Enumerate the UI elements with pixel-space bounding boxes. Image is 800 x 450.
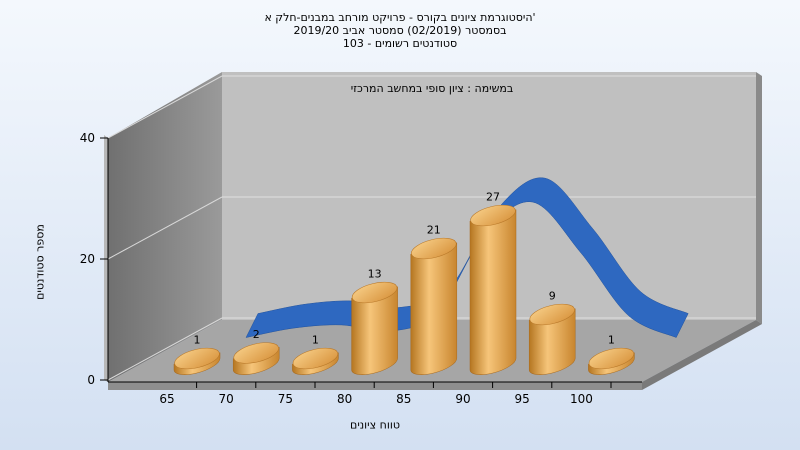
x-axis: 65 70 75 80 85 90 95 100 xyxy=(108,381,642,406)
bar-value-label: 1 xyxy=(312,334,319,347)
bar xyxy=(588,347,635,375)
x-tick-label: 85 xyxy=(396,392,411,406)
x-tick-label: 75 xyxy=(278,392,293,406)
bar xyxy=(528,303,576,375)
x-tick-label: 80 xyxy=(337,392,352,406)
grid-line-left xyxy=(107,317,223,381)
chart-title: היסטוגרמת ציונים בקורס - פרויקט מורחב במ… xyxy=(264,11,536,24)
y-axis: 0 20 40 xyxy=(80,131,109,387)
bar xyxy=(351,281,398,375)
back-wall xyxy=(222,72,756,320)
bar xyxy=(410,237,458,375)
bar-value-label: 27 xyxy=(486,191,500,204)
x-tick-label: 100 xyxy=(570,392,593,406)
x-tick-label: 65 xyxy=(159,392,174,406)
back-wall-side-frame xyxy=(756,72,762,324)
bar-value-label: 1 xyxy=(608,334,615,347)
x-tick-label: 90 xyxy=(455,392,470,406)
bar-value-label: 2 xyxy=(253,328,260,341)
y-tick-label: 40 xyxy=(80,131,95,145)
x-tick-label: 95 xyxy=(515,392,530,406)
left-wall xyxy=(108,72,222,382)
grid-line-left xyxy=(107,196,223,260)
x-axis-label: טווח ציונים xyxy=(350,418,400,432)
floor-side-edge xyxy=(642,320,762,390)
bar xyxy=(232,342,280,375)
bar-value-label: 21 xyxy=(427,224,441,237)
bar xyxy=(292,347,339,375)
y-tick-label: 0 xyxy=(87,373,95,387)
chart-subtitle: בסמסטר (02/2019) סמסטר אביב 2019/20 xyxy=(293,24,507,37)
bar-value-label: 1 xyxy=(194,334,201,347)
bar-value-label: 13 xyxy=(368,268,382,281)
y-axis-label: מספר סטודנטים xyxy=(33,224,47,300)
chart-annotation: במשימה : ציון סופי במחשב המרכזי xyxy=(351,82,514,95)
chart-enrolled: סטודנטים רשומים - 103 xyxy=(342,37,458,50)
bar-value-label: 9 xyxy=(549,290,556,303)
bar xyxy=(173,347,221,375)
floor-edge xyxy=(108,382,642,390)
y-tick-label: 20 xyxy=(80,252,95,266)
x-tick-label: 70 xyxy=(219,392,234,406)
grid-line-left xyxy=(107,75,223,139)
bar xyxy=(469,204,517,375)
